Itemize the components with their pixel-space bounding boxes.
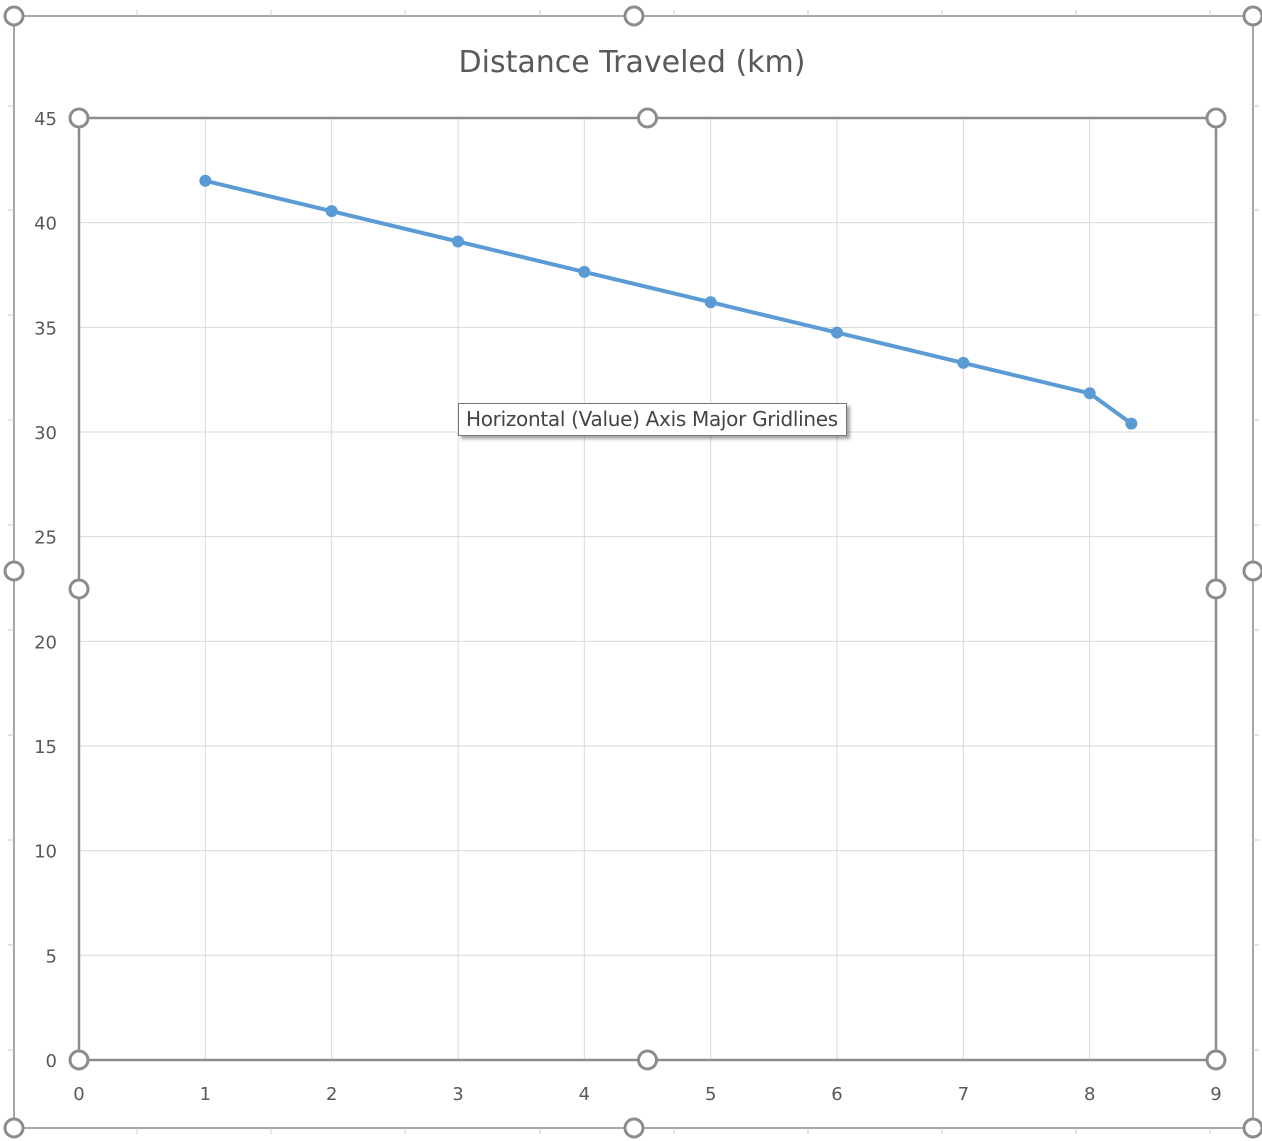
- y-tick-label: 15: [34, 737, 57, 758]
- plot-area-border[interactable]: [77, 116, 1218, 1062]
- chart-resize-handle[interactable]: [3, 560, 25, 582]
- y-tick-label: 10: [34, 842, 57, 863]
- data-point[interactable]: [452, 235, 464, 248]
- data-point[interactable]: [831, 326, 843, 339]
- x-tick-label: 3: [452, 1084, 463, 1105]
- data-point[interactable]: [325, 205, 338, 218]
- chart-resize-handle[interactable]: [3, 5, 25, 27]
- plot-resize-handle[interactable]: [68, 578, 90, 600]
- y-tick-label: 35: [34, 318, 57, 339]
- x-tick-label: 2: [326, 1084, 337, 1105]
- plot-resize-handle[interactable]: [1205, 107, 1227, 129]
- chart-resize-handle[interactable]: [1242, 5, 1262, 27]
- x-tick-label: 1: [200, 1084, 211, 1105]
- y-tick-label: 40: [34, 214, 57, 235]
- chart-resize-handle[interactable]: [623, 5, 645, 27]
- data-point[interactable]: [1083, 387, 1096, 400]
- chart-title[interactable]: Distance Traveled (km): [459, 45, 806, 80]
- x-tick-label: 5: [705, 1084, 716, 1105]
- y-tick-label: 0: [46, 1051, 57, 1072]
- x-tick-label: 0: [73, 1084, 84, 1105]
- gridlines-tooltip: Horizontal (Value) Axis Major Gridlines: [458, 403, 847, 436]
- x-tick-label: 8: [1084, 1084, 1095, 1105]
- data-point[interactable]: [957, 356, 970, 369]
- data-point[interactable]: [1125, 417, 1138, 430]
- data-series[interactable]: [199, 174, 1138, 430]
- chart-resize-handle[interactable]: [3, 1117, 25, 1139]
- gridlines[interactable]: [78, 117, 1217, 1061]
- plot-resize-handle[interactable]: [68, 107, 90, 129]
- x-tick-label: 4: [579, 1084, 590, 1105]
- chart-resize-handle[interactable]: [623, 1117, 645, 1139]
- plot-resize-handle[interactable]: [68, 1049, 90, 1071]
- y-tick-label: 25: [34, 528, 57, 549]
- data-point[interactable]: [199, 174, 212, 187]
- plot-area-frame[interactable]: [77, 116, 1218, 1062]
- y-tick-label: 30: [34, 423, 57, 444]
- chart-resize-handle[interactable]: [1242, 560, 1262, 582]
- chart-resize-handle[interactable]: [1242, 1117, 1262, 1139]
- plot-resize-handle[interactable]: [1205, 1049, 1227, 1071]
- x-tick-label: 9: [1210, 1084, 1221, 1105]
- y-tick-label: 5: [46, 946, 57, 967]
- x-tick-label: 6: [831, 1084, 842, 1105]
- selection-handles[interactable]: [3, 5, 1262, 1139]
- y-tick-label: 20: [34, 632, 57, 653]
- y-tick-label: 45: [34, 109, 57, 130]
- x-tick-label: 7: [958, 1084, 969, 1105]
- chart-frame[interactable]: [8, 10, 1259, 1134]
- plot-resize-handle[interactable]: [637, 1049, 658, 1071]
- data-point[interactable]: [578, 265, 591, 278]
- data-point[interactable]: [704, 296, 717, 309]
- series-line[interactable]: [203, 178, 1134, 426]
- plot-resize-handle[interactable]: [1205, 578, 1227, 600]
- plot-resize-handle[interactable]: [637, 107, 658, 129]
